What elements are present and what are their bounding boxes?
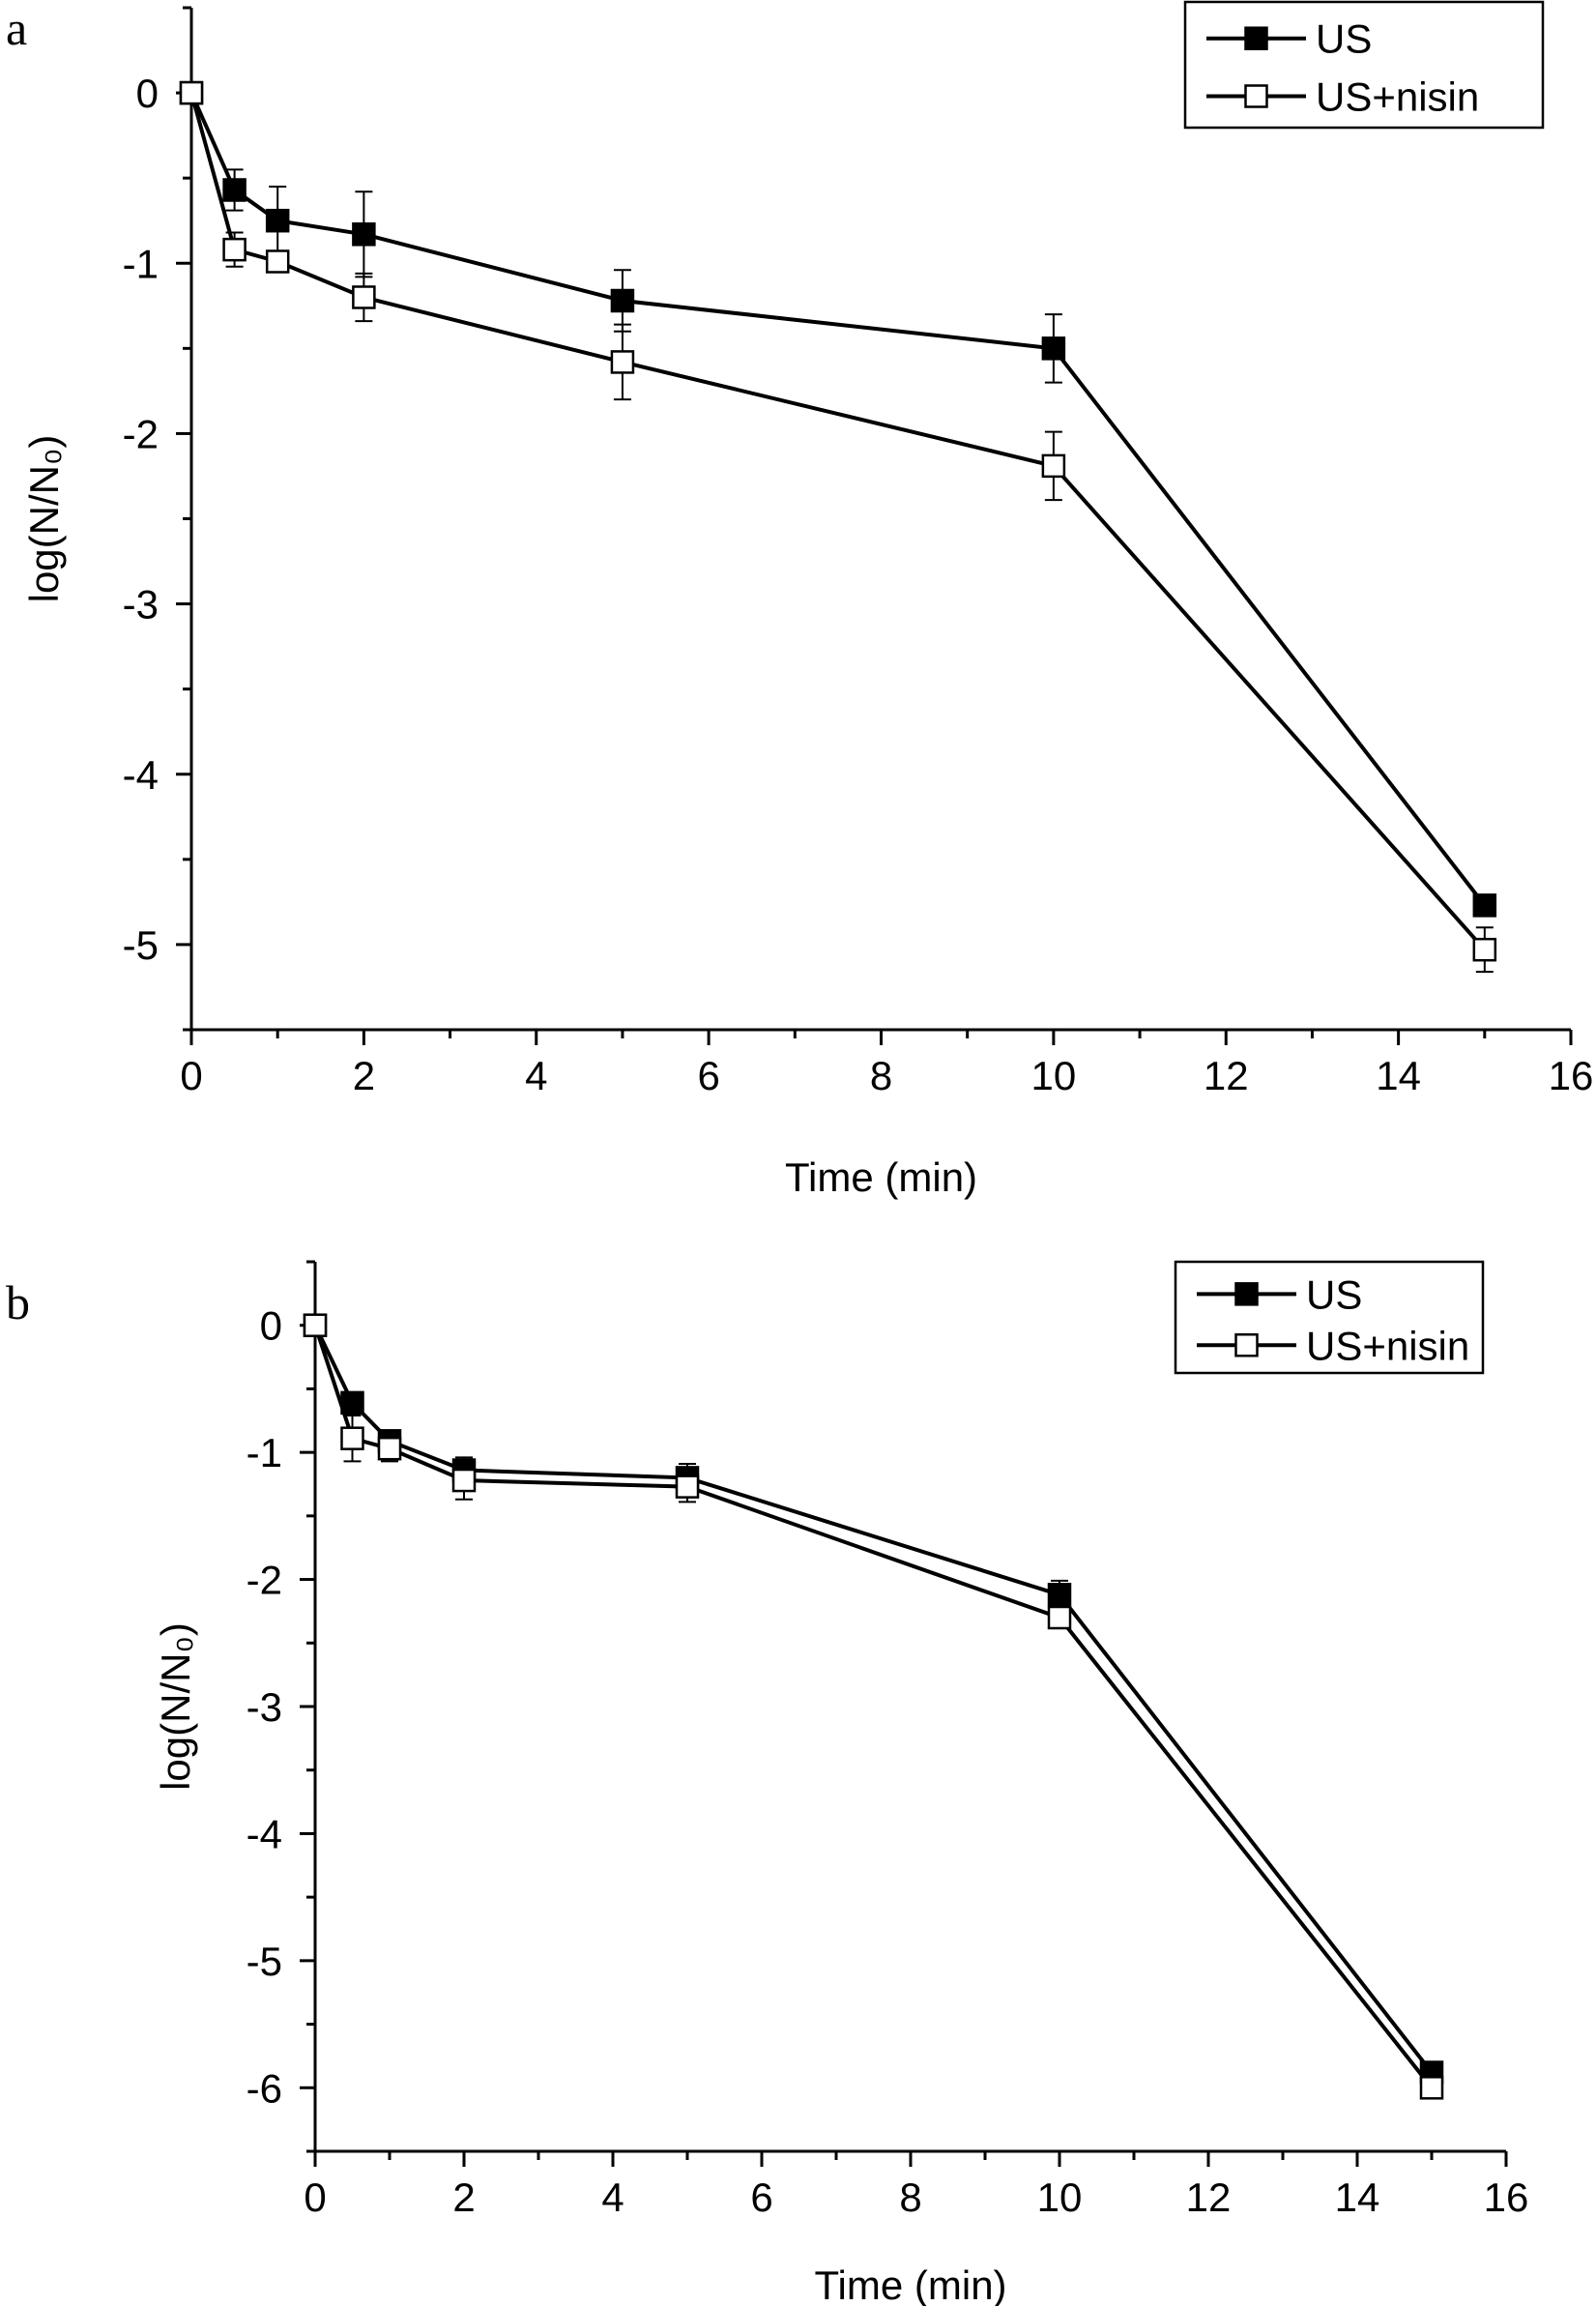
data-point <box>222 237 247 262</box>
data-point <box>303 1313 328 1337</box>
data-point <box>1419 2076 1444 2100</box>
x-tick-label: 0 <box>180 1053 202 1098</box>
data-point <box>675 1474 700 1499</box>
data-point <box>1472 937 1497 962</box>
data-point <box>340 1426 364 1450</box>
data-point <box>1047 1583 1072 1607</box>
legend-marker <box>1234 1282 1259 1306</box>
x-tick-label: 12 <box>1204 1053 1249 1098</box>
data-point <box>1041 453 1066 479</box>
series-us <box>303 1313 1444 2085</box>
x-tick-label: 4 <box>601 2175 624 2220</box>
legend: US US+nisin <box>1183 0 1545 130</box>
x-tick-label: 10 <box>1031 1053 1077 1098</box>
data-point <box>377 1436 402 1461</box>
data-point <box>610 288 635 313</box>
y-axis-title: log(N/N₀) <box>153 1622 198 1791</box>
y-tick-label: -1 <box>123 241 159 286</box>
y-tick-label: -2 <box>123 411 159 456</box>
panel-label-b: b <box>6 1275 30 1329</box>
data-point <box>265 208 290 233</box>
x-axis-title: Time (min) <box>814 2262 1006 2306</box>
data-point <box>1047 1605 1072 1630</box>
y-tick-label: -4 <box>123 752 159 798</box>
series-line <box>313 1325 1434 2089</box>
data-point <box>352 285 376 309</box>
data-point <box>179 80 204 105</box>
y-tick-label: -2 <box>247 1558 282 1603</box>
y-tick-label: 0 <box>260 1303 282 1349</box>
x-tick-label: 14 <box>1376 1053 1421 1098</box>
data-point <box>1472 893 1497 918</box>
legend: US US+nisin <box>1174 1260 1485 1375</box>
legend-marker <box>1244 84 1268 108</box>
x-tick-label: 14 <box>1335 2175 1380 2220</box>
x-tick-label: 6 <box>750 2175 772 2220</box>
x-tick-label: 12 <box>1186 2175 1232 2220</box>
legend-label: US+nisin <box>1316 74 1479 120</box>
x-tick-label: 2 <box>353 1053 375 1098</box>
x-tick-label: 8 <box>899 2175 921 2220</box>
y-tick-label: -1 <box>247 1430 282 1475</box>
x-tick-label: 8 <box>870 1053 892 1098</box>
y-tick-label: 0 <box>136 71 159 116</box>
series-us <box>179 80 1497 918</box>
y-axis-title: log(N/N₀) <box>21 435 67 603</box>
y-tick-label: -5 <box>123 922 159 968</box>
data-point <box>352 222 376 247</box>
data-point <box>265 249 290 274</box>
legend-marker <box>1244 26 1268 50</box>
series-us-nisin <box>179 80 1497 974</box>
y-tick-label: -6 <box>247 2065 282 2111</box>
x-tick-label: 4 <box>525 1053 547 1098</box>
data-point <box>451 1468 477 1493</box>
x-tick-label: 2 <box>452 2175 475 2220</box>
series-line <box>189 92 1487 951</box>
legend-box <box>1174 1260 1485 1375</box>
panel-label-a: a <box>6 1 28 55</box>
data-point <box>610 350 635 374</box>
y-tick-label: -4 <box>247 1811 282 1856</box>
y-tick-label: -5 <box>247 1939 282 1984</box>
legend-label: US <box>1306 1271 1362 1317</box>
data-point <box>1041 336 1066 361</box>
y-tick-label: -3 <box>247 1684 282 1730</box>
data-point <box>222 178 247 202</box>
legend-label: US+nisin <box>1306 1323 1469 1368</box>
x-axis-title: Time (min) <box>785 1154 977 1200</box>
x-tick-label: 0 <box>304 2175 326 2220</box>
series-us-nisin <box>303 1313 1444 2100</box>
x-tick-label: 16 <box>1484 2175 1529 2220</box>
x-tick-label: 6 <box>697 1053 719 1098</box>
series-line <box>189 92 1487 907</box>
x-tick-label: 16 <box>1549 1053 1594 1098</box>
legend-marker <box>1234 1333 1259 1357</box>
chart-panel-b: 0 2 4 6 8 10 12 14 16 0 -1 -2 -3 -4 -5 -6 Time (min) log(… <box>153 1260 1529 2306</box>
legend-label: US <box>1316 16 1372 62</box>
y-tick-label: -3 <box>123 582 159 628</box>
series-line <box>313 1324 1434 2074</box>
x-tick-label: 10 <box>1037 2175 1083 2220</box>
chart-panel-a: 0 2 4 6 8 10 12 14 16 0 -1 -2 -3 -4 -5 Time (min) log(N/… <box>21 0 1594 1200</box>
